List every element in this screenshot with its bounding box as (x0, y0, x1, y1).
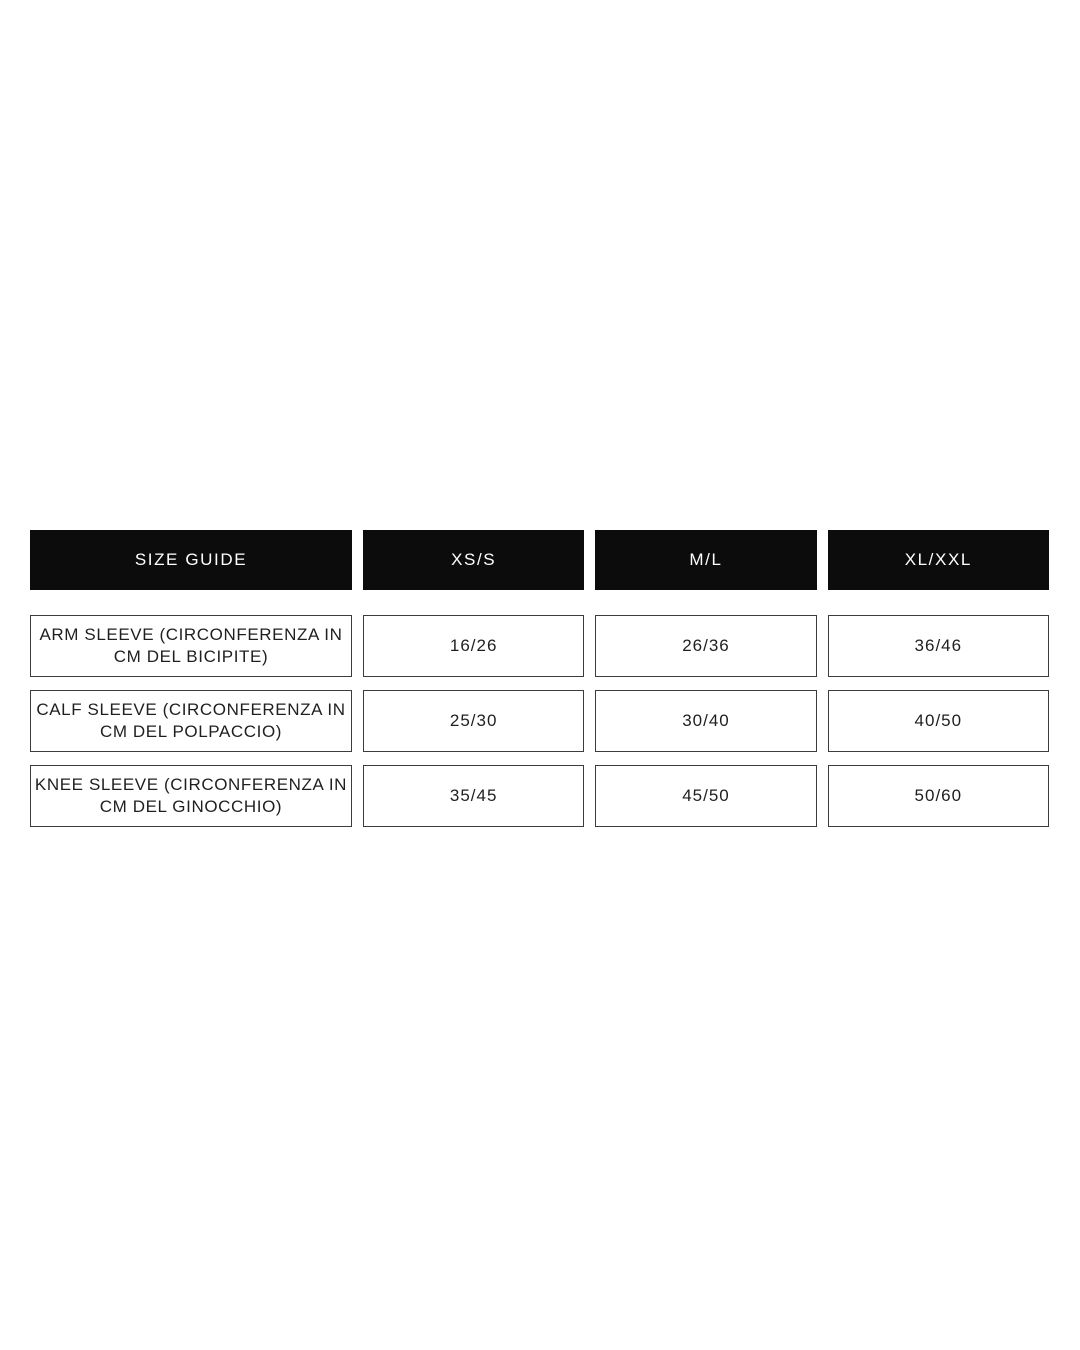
cell-arm-sleeve-xl-xxl: 36/46 (827, 615, 1049, 677)
header-cell-size-guide: SIZE GUIDE (30, 530, 352, 590)
size-guide-table: SIZE GUIDE XS/S M/L XL/XXL ARM SLEEVE (C… (30, 530, 1049, 827)
cell-calf-sleeve-xl-xxl: 40/50 (827, 690, 1049, 752)
cell-knee-sleeve-xl-xxl: 50/60 (827, 765, 1049, 827)
header-cell-xl-xxl: XL/XXL (827, 530, 1049, 590)
size-guide-header-row: SIZE GUIDE XS/S M/L XL/XXL (30, 530, 1049, 590)
row-label-calf-sleeve: CALF SLEEVE (CIRCONFERENZA IN CM DEL POL… (30, 690, 352, 752)
size-guide-body: ARM SLEEVE (CIRCONFERENZA IN CM DEL BICI… (30, 615, 1049, 827)
cell-calf-sleeve-xs-s: 25/30 (363, 690, 585, 752)
header-cell-m-l: M/L (595, 530, 817, 590)
cell-knee-sleeve-xs-s: 35/45 (363, 765, 585, 827)
cell-arm-sleeve-m-l: 26/36 (595, 615, 817, 677)
cell-knee-sleeve-m-l: 45/50 (595, 765, 817, 827)
row-label-knee-sleeve: KNEE SLEEVE (CIRCONFERENZA IN CM DEL GIN… (30, 765, 352, 827)
cell-arm-sleeve-xs-s: 16/26 (363, 615, 585, 677)
cell-calf-sleeve-m-l: 30/40 (595, 690, 817, 752)
header-cell-xs-s: XS/S (363, 530, 585, 590)
row-label-arm-sleeve: ARM SLEEVE (CIRCONFERENZA IN CM DEL BICI… (30, 615, 352, 677)
